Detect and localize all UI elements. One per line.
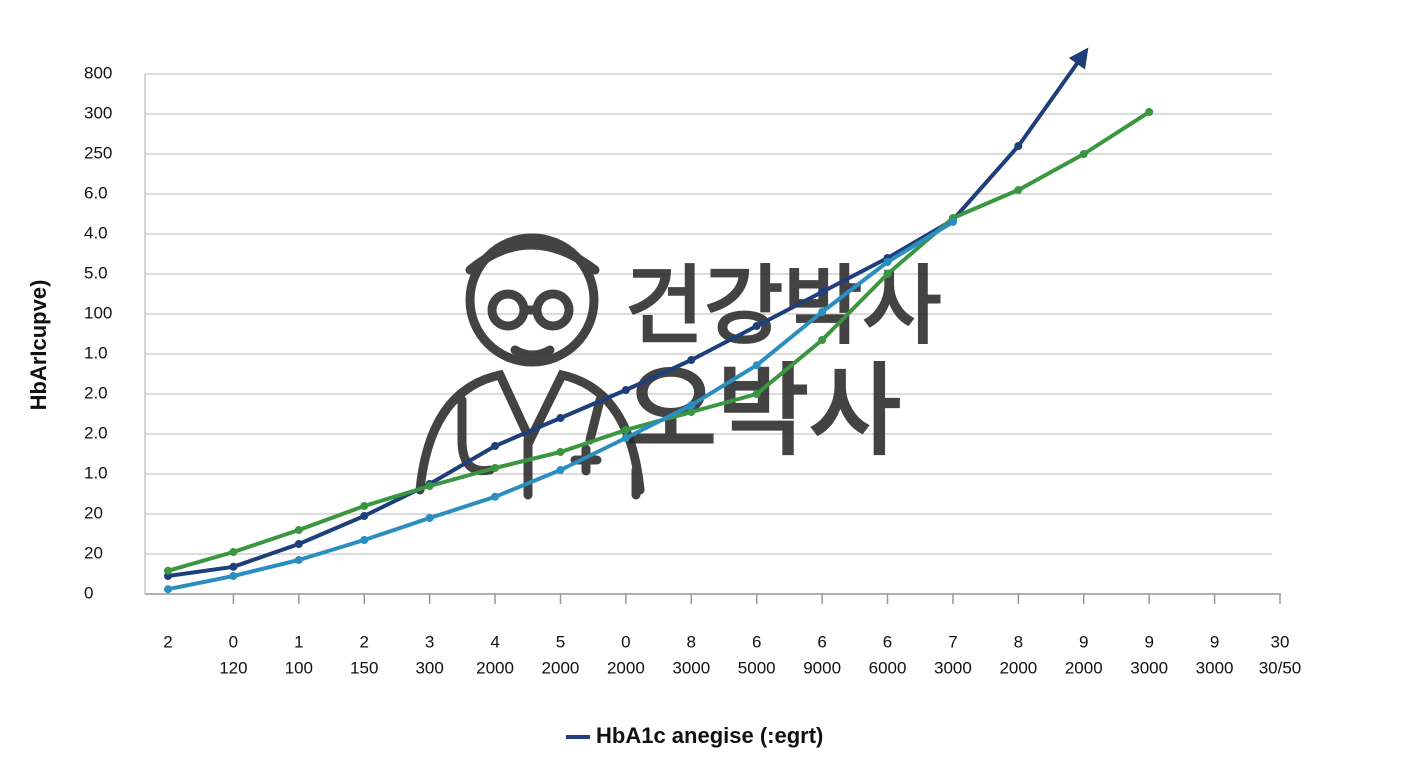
x-tick-label: 9 [1144, 632, 1153, 651]
x-tick-label: 2 [163, 632, 172, 651]
y-tick-label: 6.0 [84, 183, 108, 202]
x-tick-label: 3000 [672, 658, 710, 677]
legend-label: HbA1c anegise (:egrt) [596, 723, 823, 748]
point [818, 308, 827, 316]
point [491, 464, 500, 472]
x-tick-label: 6 [752, 632, 761, 651]
point [556, 448, 565, 456]
x-tick-label: 9 [1210, 632, 1219, 651]
point [294, 540, 303, 548]
x-tick-label: 2 [360, 632, 369, 651]
x-tick-label: 30/50 [1259, 658, 1302, 677]
point [294, 556, 303, 564]
point [883, 270, 892, 278]
x-tick-label: 150 [350, 658, 378, 677]
x-tick-label: 120 [219, 658, 247, 677]
point [687, 356, 696, 364]
point [621, 434, 630, 442]
point [229, 572, 238, 580]
x-tick-label: 9000 [803, 658, 841, 677]
y-tick-label: 2.0 [84, 383, 108, 402]
point [621, 386, 630, 394]
point [1014, 142, 1023, 150]
point [229, 548, 238, 556]
x-tick-label: 30 [1271, 632, 1290, 651]
x-tick-label: 6 [817, 632, 826, 651]
point [818, 288, 827, 296]
point [687, 401, 696, 410]
watermark-icon [415, 233, 645, 500]
point [360, 512, 369, 520]
point [818, 336, 827, 344]
point [752, 322, 761, 330]
x-tick-label: 7 [948, 632, 957, 651]
x-tick-label: 2000 [607, 658, 645, 677]
y-tick-label: 250 [84, 143, 112, 162]
point [229, 562, 238, 571]
point [752, 361, 761, 370]
x-tick-label: 8 [687, 632, 696, 651]
point [556, 414, 565, 422]
x-tick-label: 2000 [1065, 658, 1103, 677]
x-tick-label: 2000 [476, 658, 514, 677]
point [687, 408, 696, 416]
y-tick-label: 100 [84, 303, 112, 322]
x-tick-label: 2000 [999, 658, 1037, 677]
y-tick-label: 0 [84, 583, 93, 602]
x-tick-label: 3000 [934, 658, 972, 677]
point [164, 585, 172, 594]
x-tick-label: 3000 [1130, 658, 1168, 677]
x-tick-label: 6 [883, 632, 892, 651]
point [425, 482, 434, 490]
y-tick-label: 5.0 [84, 263, 108, 282]
point [883, 258, 892, 266]
x-tick-label: 8 [1014, 632, 1023, 651]
point [294, 526, 303, 534]
x-tick-label: 100 [285, 658, 313, 677]
x-tick-label: 5 [556, 632, 565, 651]
x-tick-label: 5000 [738, 658, 776, 677]
x-tick-label: 3000 [1196, 658, 1234, 677]
x-tick-label: 300 [415, 658, 443, 677]
y-tick-label: 1.0 [84, 343, 108, 362]
x-tick-label: 4 [490, 632, 499, 651]
x-tick-label: 0 [621, 632, 630, 651]
point [360, 536, 369, 544]
y-tick-label: 800 [84, 63, 112, 82]
y-tick-label: 2.0 [84, 423, 108, 442]
point [360, 502, 369, 510]
x-tick-label: 2000 [542, 658, 580, 677]
point [621, 426, 630, 434]
y-tick-label: 20 [84, 543, 103, 562]
x-tick-label: 3 [425, 632, 434, 651]
y-tick-label: 300 [84, 103, 112, 122]
y-tick-label: 20 [84, 503, 103, 522]
point [752, 390, 761, 398]
point [948, 218, 957, 226]
x-tick-label: 0 [229, 632, 238, 651]
point [1079, 150, 1088, 158]
y-axis-label: HbArIcupve) [26, 280, 51, 411]
y-tick-label: 4.0 [84, 223, 108, 242]
point [1145, 108, 1154, 116]
x-tick-label: 1 [294, 632, 303, 651]
y-tick-label: 1.0 [84, 463, 108, 482]
point [164, 566, 172, 575]
point [491, 492, 500, 501]
point [1014, 186, 1023, 194]
point [556, 466, 565, 474]
x-tick-label: 6000 [869, 658, 907, 677]
point [425, 514, 434, 522]
point [491, 442, 500, 450]
x-tick-label: 9 [1079, 632, 1088, 651]
watermark-text: 오박사 [625, 352, 901, 469]
